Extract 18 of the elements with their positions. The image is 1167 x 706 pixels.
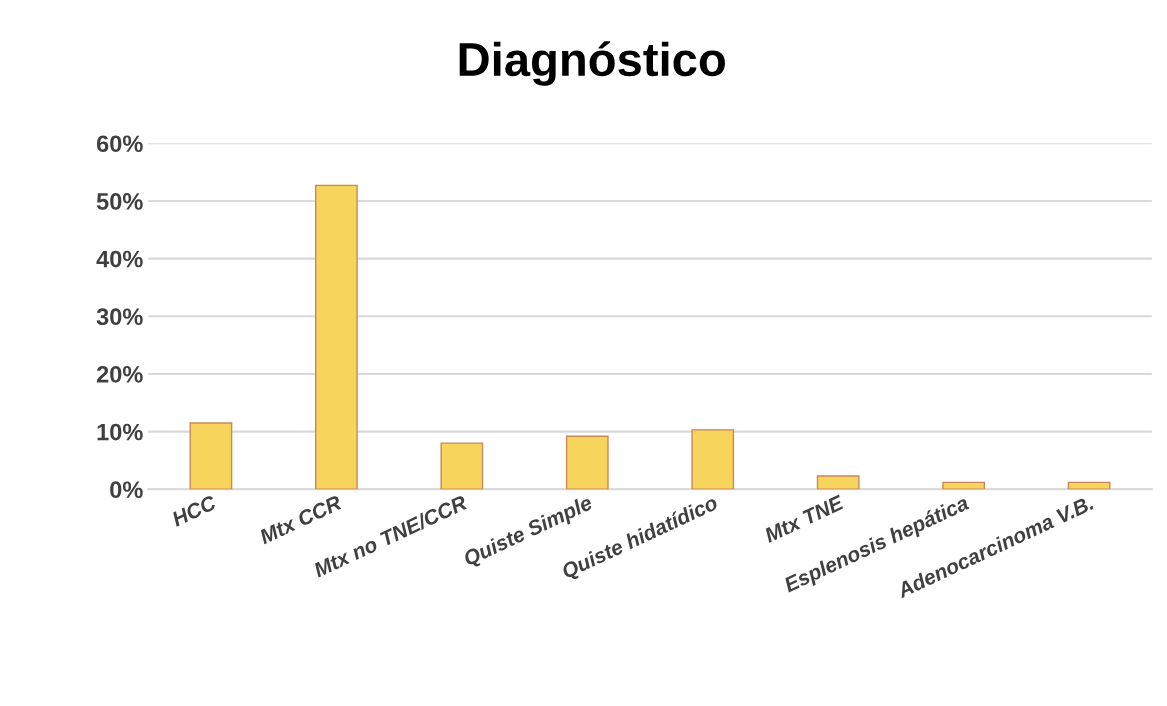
x-tick-label: HCC [170,494,218,527]
bar [1067,481,1111,490]
bar [314,184,358,490]
bar [189,422,233,490]
bar [565,435,609,490]
bar [816,475,860,490]
y-tick-label: 40% [96,250,143,268]
y-tick-label: 60% [96,135,143,153]
bar [942,481,986,490]
y-tick-label: 10% [97,423,143,441]
chart-title: Diagnóstico [459,41,725,86]
bar [691,429,735,490]
y-tick-label: 30% [96,308,143,326]
y-tick-label: 0% [110,481,143,499]
bar [440,442,484,490]
y-tick-label: 50% [96,193,143,210]
x-tick-label: Mtx CCR [258,494,343,545]
y-tick-label: 20% [96,366,143,383]
